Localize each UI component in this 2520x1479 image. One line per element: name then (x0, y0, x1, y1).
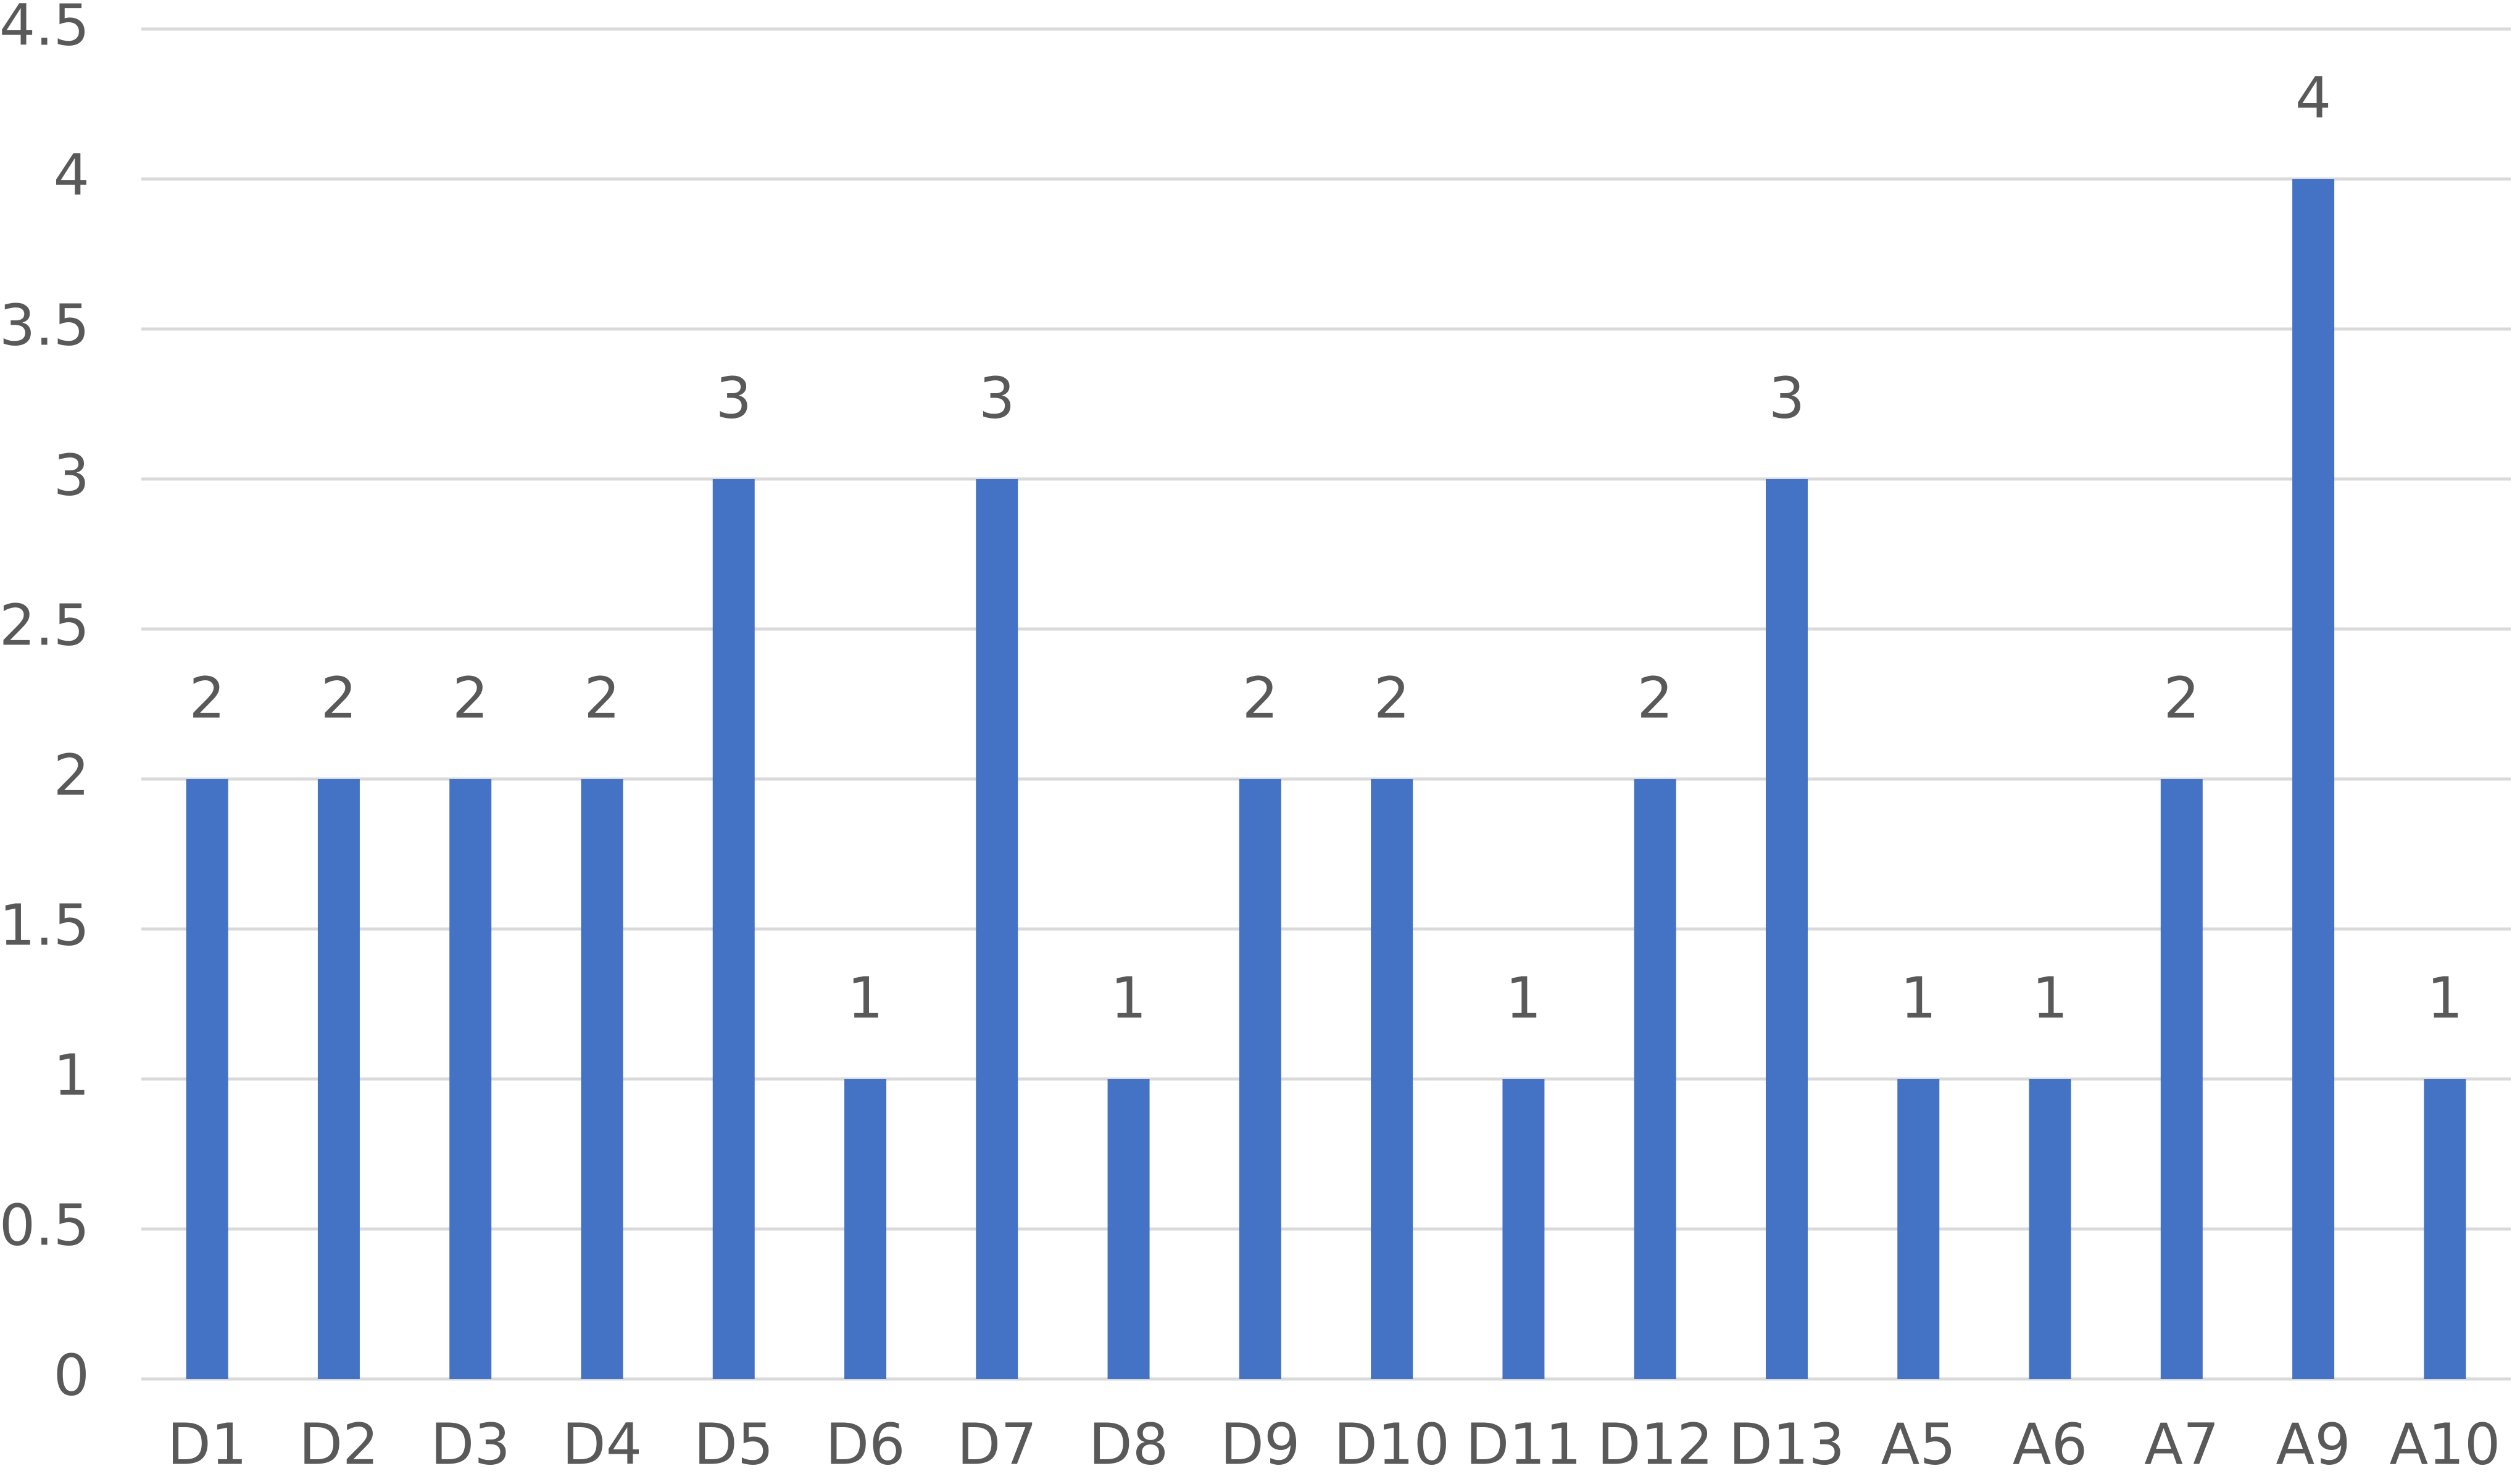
bar (2292, 179, 2335, 1379)
x-tick-label: D12 (1597, 1411, 1713, 1477)
bar (2029, 1079, 2071, 1379)
y-tick-label: 2 (53, 742, 89, 808)
data-label: 2 (1242, 665, 1279, 731)
y-tick-label: 1 (53, 1042, 89, 1108)
x-tick-label: D2 (299, 1411, 378, 1477)
x-tick-label: D8 (1089, 1411, 1168, 1477)
y-tick-label: 3.5 (0, 292, 89, 358)
x-tick-label: A10 (2389, 1411, 2500, 1477)
data-label: 1 (1900, 965, 1937, 1031)
data-label: 2 (189, 665, 225, 731)
data-label: 2 (452, 665, 489, 731)
bar (712, 479, 755, 1379)
data-label: 1 (847, 965, 884, 1031)
data-label: 2 (1637, 665, 1673, 731)
y-tick-label: 4.5 (0, 0, 89, 58)
data-label: 2 (1374, 665, 1410, 731)
x-tick-label: D7 (957, 1411, 1037, 1477)
y-tick-label: 0 (53, 1342, 89, 1408)
bar (1897, 1079, 1940, 1379)
x-tick-label: D1 (167, 1411, 247, 1477)
bar (2424, 1079, 2466, 1379)
bar (1371, 779, 1413, 1379)
data-label: 1 (2032, 965, 2068, 1031)
data-label: 2 (2164, 665, 2200, 731)
y-tick-label: 2.5 (0, 592, 89, 658)
x-tick-label: D13 (1729, 1411, 1845, 1477)
y-tick-label: 1.5 (0, 892, 89, 958)
bar (2160, 779, 2203, 1379)
x-tick-label: D5 (694, 1411, 773, 1477)
x-tick-label: D9 (1220, 1411, 1300, 1477)
x-tick-label: A9 (2276, 1411, 2350, 1477)
y-tick-label: 3 (53, 442, 89, 508)
bar (186, 779, 228, 1379)
x-tick-label: D11 (1465, 1411, 1581, 1477)
x-tick-label: A7 (2144, 1411, 2219, 1477)
bar (581, 779, 623, 1379)
bar (317, 779, 360, 1379)
x-tick-label: D10 (1334, 1411, 1450, 1477)
data-label: 2 (321, 665, 357, 731)
x-tick-label: D4 (562, 1411, 642, 1477)
x-tick-label: D3 (431, 1411, 510, 1477)
x-tick-label: A6 (2013, 1411, 2087, 1477)
bar (1765, 479, 1808, 1379)
data-label: 3 (1769, 365, 1805, 431)
y-tick-label: 4 (53, 142, 89, 208)
data-label: 3 (715, 365, 752, 431)
bar (1239, 779, 1281, 1379)
bar (1107, 1079, 1150, 1379)
data-label: 1 (1505, 965, 1542, 1031)
data-label: 2 (584, 665, 620, 731)
y-tick-label: 0.5 (0, 1192, 89, 1258)
data-label: 1 (1110, 965, 1147, 1031)
bar (1502, 1079, 1545, 1379)
x-tick-label: D6 (825, 1411, 905, 1477)
bar (449, 779, 492, 1379)
bar (976, 479, 1018, 1379)
data-label: 1 (2427, 965, 2463, 1031)
data-label: 4 (2295, 65, 2332, 131)
bar (844, 1079, 887, 1379)
bar (1634, 779, 1676, 1379)
data-label: 3 (979, 365, 1015, 431)
x-tick-label: A5 (1881, 1411, 1956, 1477)
